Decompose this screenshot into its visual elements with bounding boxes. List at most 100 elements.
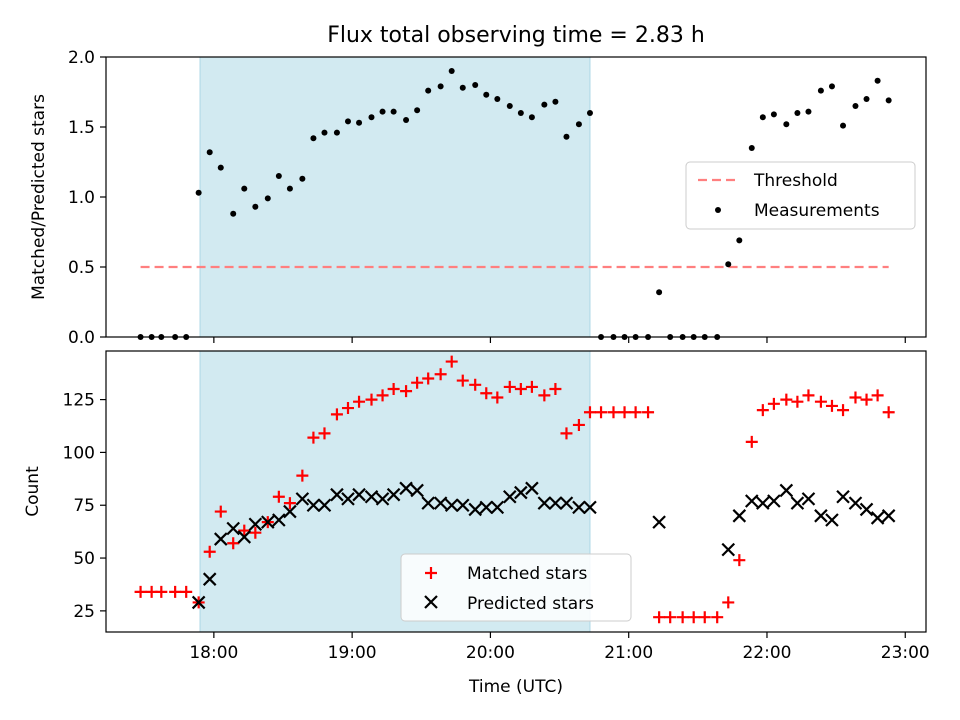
matched-star-point <box>607 406 620 419</box>
predicted-star-point <box>386 487 401 502</box>
measurement-point <box>390 108 397 115</box>
predicted-star-point <box>364 490 379 504</box>
count-xtick-label: 18:00 <box>189 643 238 663</box>
measurement-point <box>586 110 593 116</box>
matched-star-point <box>560 427 573 440</box>
matched-star-point <box>491 391 504 404</box>
predicted-star-point <box>514 485 528 500</box>
count-y-axis-label: Count <box>23 466 43 517</box>
matched-star-point <box>365 393 378 406</box>
predicted-star-point <box>859 502 874 517</box>
predicted-star-point <box>790 496 805 510</box>
predicted-star-point <box>732 509 747 523</box>
predicted-star-point <box>306 498 321 513</box>
predicted-star-point <box>272 513 286 527</box>
ratio-legend-box <box>685 161 916 230</box>
predicted-star-point <box>468 502 482 517</box>
matched-star-point <box>341 402 354 415</box>
measurement-point <box>241 185 248 192</box>
ratio-ytick-label: 0.0 <box>68 328 95 348</box>
matched-star-point <box>330 408 343 421</box>
measurement-point <box>528 114 535 121</box>
matched-star-point <box>318 427 331 440</box>
matched-star-point <box>514 383 527 396</box>
matched-star-point <box>642 406 655 419</box>
predicted-star-point <box>870 511 885 525</box>
predicted-star-point <box>237 530 252 544</box>
measurement-point <box>874 77 881 84</box>
matched-star-point <box>711 611 724 624</box>
ratio-panel: 0.00.51.01.52.0 Matched/Predicted stars … <box>29 48 927 348</box>
predicted-star-point <box>479 500 494 515</box>
measurement-point <box>656 289 663 296</box>
count-xtick-label: 19:00 <box>328 643 377 663</box>
ratio-ytick-label: 1.5 <box>68 118 95 138</box>
predicted-star-point <box>525 481 539 496</box>
matched-star-point <box>422 372 435 385</box>
measurement-point <box>437 83 444 90</box>
matched-star-point <box>296 469 309 482</box>
predicted-star-point <box>317 498 332 513</box>
measurement-point <box>448 68 455 74</box>
legend-matched-swatch <box>425 567 437 579</box>
predicted-star-point <box>330 487 344 502</box>
matched-star-point <box>860 393 873 406</box>
legend-predicted-swatch <box>424 595 438 609</box>
matched-star-point <box>756 404 769 417</box>
legend-matched-label: Matched stars <box>467 564 587 584</box>
measurement-point <box>517 110 524 116</box>
measurement-point <box>794 110 801 116</box>
predicted-star-point <box>848 496 863 510</box>
measurement-point <box>368 114 375 121</box>
count-ytick-label: 125 <box>63 391 95 411</box>
measurement-point <box>748 145 755 151</box>
measurement-point <box>206 149 213 156</box>
legend-measurements-swatch <box>715 207 721 213</box>
measurement-point <box>552 98 559 105</box>
predicted-star-point <box>444 498 459 513</box>
matched-star-point <box>629 406 642 419</box>
matched-star-point <box>155 585 168 598</box>
predicted-star-point <box>583 500 597 515</box>
predicted-star-point <box>410 483 424 498</box>
matched-star-point <box>307 431 320 444</box>
count-legend: Matched stars Predicted stars <box>400 553 632 622</box>
matched-star-point <box>676 611 689 624</box>
measurement-point <box>494 96 501 102</box>
predicted-star-point <box>537 496 552 510</box>
matched-star-point <box>549 383 562 396</box>
ratio-ytick-label: 2.0 <box>68 48 95 68</box>
matched-star-point <box>698 611 711 624</box>
measurement-point <box>852 103 859 109</box>
measurement-point <box>275 173 282 179</box>
chart-title: Flux total observing time = 2.83 h <box>327 23 705 48</box>
measurement-point <box>483 91 490 98</box>
predicted-star-point <box>744 494 759 508</box>
count-xtick-label: 20:00 <box>466 643 515 663</box>
matched-star-point <box>525 380 538 393</box>
matched-star-point <box>871 389 884 402</box>
predicted-star-point <box>502 490 517 504</box>
matched-star-point <box>653 611 666 624</box>
matched-star-point <box>503 380 516 393</box>
measurement-point <box>840 122 847 129</box>
predicted-star-point <box>248 517 263 532</box>
matched-star-point <box>169 585 182 598</box>
predicted-star-point <box>213 532 228 546</box>
matched-star-point <box>825 399 838 412</box>
matched-star-point <box>664 611 677 624</box>
matched-star-point <box>480 387 493 400</box>
predicted-star-point <box>756 496 770 510</box>
predicted-star-point <box>295 492 310 506</box>
ratio-y-axis-label: Matched/Predicted stars <box>29 94 49 300</box>
matched-star-point <box>214 505 227 518</box>
measurement-point <box>344 118 351 125</box>
matched-star-point <box>814 395 827 408</box>
legend-measurements-label: Measurements <box>754 201 880 221</box>
count-ytick-label: 75 <box>73 496 95 516</box>
matched-star-point <box>376 389 389 402</box>
count-panel: 25 50 75 100 125 18:00 19:00 20:00 21:00 22:00 23:… <box>23 350 930 697</box>
predicted-star-point <box>421 496 435 510</box>
measurement-point <box>805 108 812 115</box>
